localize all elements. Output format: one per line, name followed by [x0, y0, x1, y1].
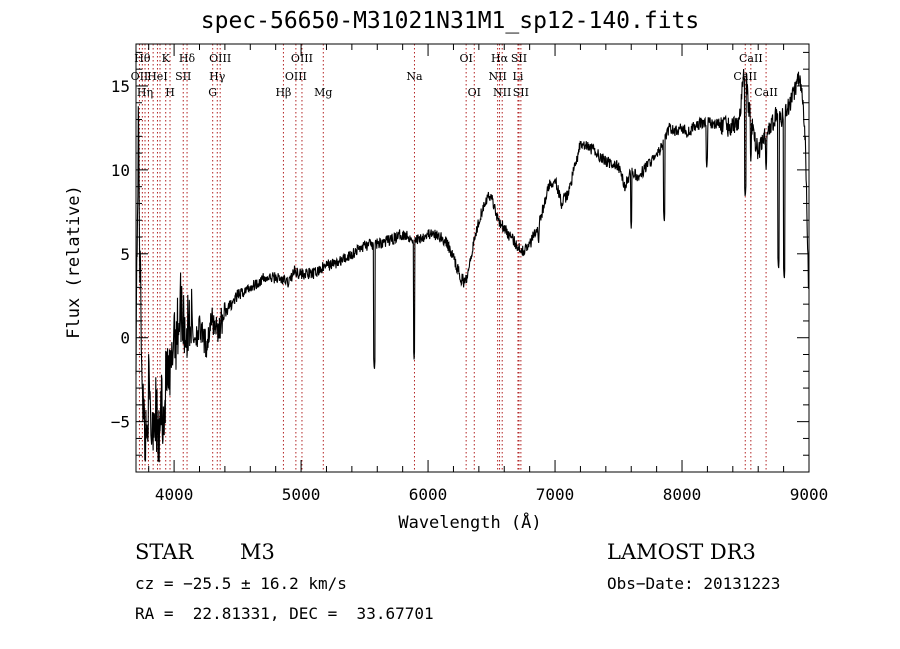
- chart-title: spec-56650-M31021N31M1_sp12-140.fits: [200, 8, 700, 34]
- spectral-line-label: OIII: [209, 52, 231, 65]
- spectral-line-label: Hη: [137, 86, 153, 99]
- object-class: STAR: [135, 540, 194, 564]
- spectral-line-label: H: [165, 86, 175, 99]
- spectral-line-label: Hθ: [134, 52, 151, 65]
- x-tick-label: 8000: [663, 485, 702, 504]
- spectral-line-label: CaII: [739, 52, 763, 65]
- x-tick-label: 6000: [409, 485, 448, 504]
- x-tick-label: 5000: [282, 485, 321, 504]
- spectral-line-label: CaII: [754, 86, 778, 99]
- y-tick-label: 5: [120, 245, 130, 264]
- y-tick-label: −5: [111, 413, 130, 432]
- plot-frame: [135, 43, 810, 473]
- y-tick-label: 15: [111, 77, 130, 96]
- spectral-line-label: OIII: [291, 52, 313, 65]
- object-subclass: M3: [240, 540, 275, 564]
- spectral-line-label: OI: [459, 52, 472, 65]
- observation-date: Obs−Date: 20131223: [607, 574, 781, 593]
- y-tick-label: 10: [111, 161, 130, 180]
- spectral-line-label: Mg: [314, 86, 332, 99]
- spectral-line-label: Hδ: [179, 52, 196, 65]
- spectral-line-label: OII: [131, 70, 149, 83]
- spectral-line-label: Hγ: [209, 70, 226, 83]
- spectral-line-label: Hβ: [275, 86, 291, 99]
- spectral-line-label: NII: [488, 70, 506, 83]
- line-labels: OIIHθHηHeIKHSIIHδGHγOIIIHβOIIIOIIIMgNaOI…: [131, 52, 778, 99]
- emission-line-markers: [138, 44, 767, 472]
- spectrum-series: [135, 68, 810, 463]
- spectral-line-label: SII: [511, 52, 527, 65]
- spectral-line-label: NII: [493, 86, 511, 99]
- spectral-line-label: CaII: [733, 70, 757, 83]
- x-tick-label: 4000: [155, 485, 194, 504]
- axis-ticks: 4000 5000 6000 7000 8000 9000 −5 0 5 10 15: [111, 44, 829, 504]
- x-tick-label: 7000: [536, 485, 575, 504]
- spectral-line-label: G: [208, 86, 217, 99]
- spectral-line-label: Li: [513, 70, 524, 83]
- spectral-line-label: HeI: [147, 70, 167, 83]
- x-tick-label: 9000: [790, 485, 829, 504]
- survey-name: LAMOST DR3: [607, 540, 756, 564]
- spectral-line-label: SII: [175, 70, 191, 83]
- x-axis-label: Wavelength (Å): [398, 511, 541, 533]
- redshift-velocity: cz = −25.5 ± 16.2 km/s: [135, 574, 347, 593]
- y-axis-label: Flux (relative): [64, 185, 84, 339]
- y-tick-label: 0: [120, 329, 130, 348]
- spectrum-line: [135, 68, 810, 463]
- spectral-line-label: SII: [513, 86, 529, 99]
- spectral-line-label: Hα: [491, 52, 509, 65]
- coordinates: RA = 22.81331, DEC = 33.67701: [135, 604, 434, 623]
- spectral-line-label: Na: [406, 70, 423, 83]
- spectral-line-label: K: [162, 52, 171, 65]
- spectral-line-label: OI: [468, 86, 481, 99]
- spectral-line-label: OIII: [285, 70, 307, 83]
